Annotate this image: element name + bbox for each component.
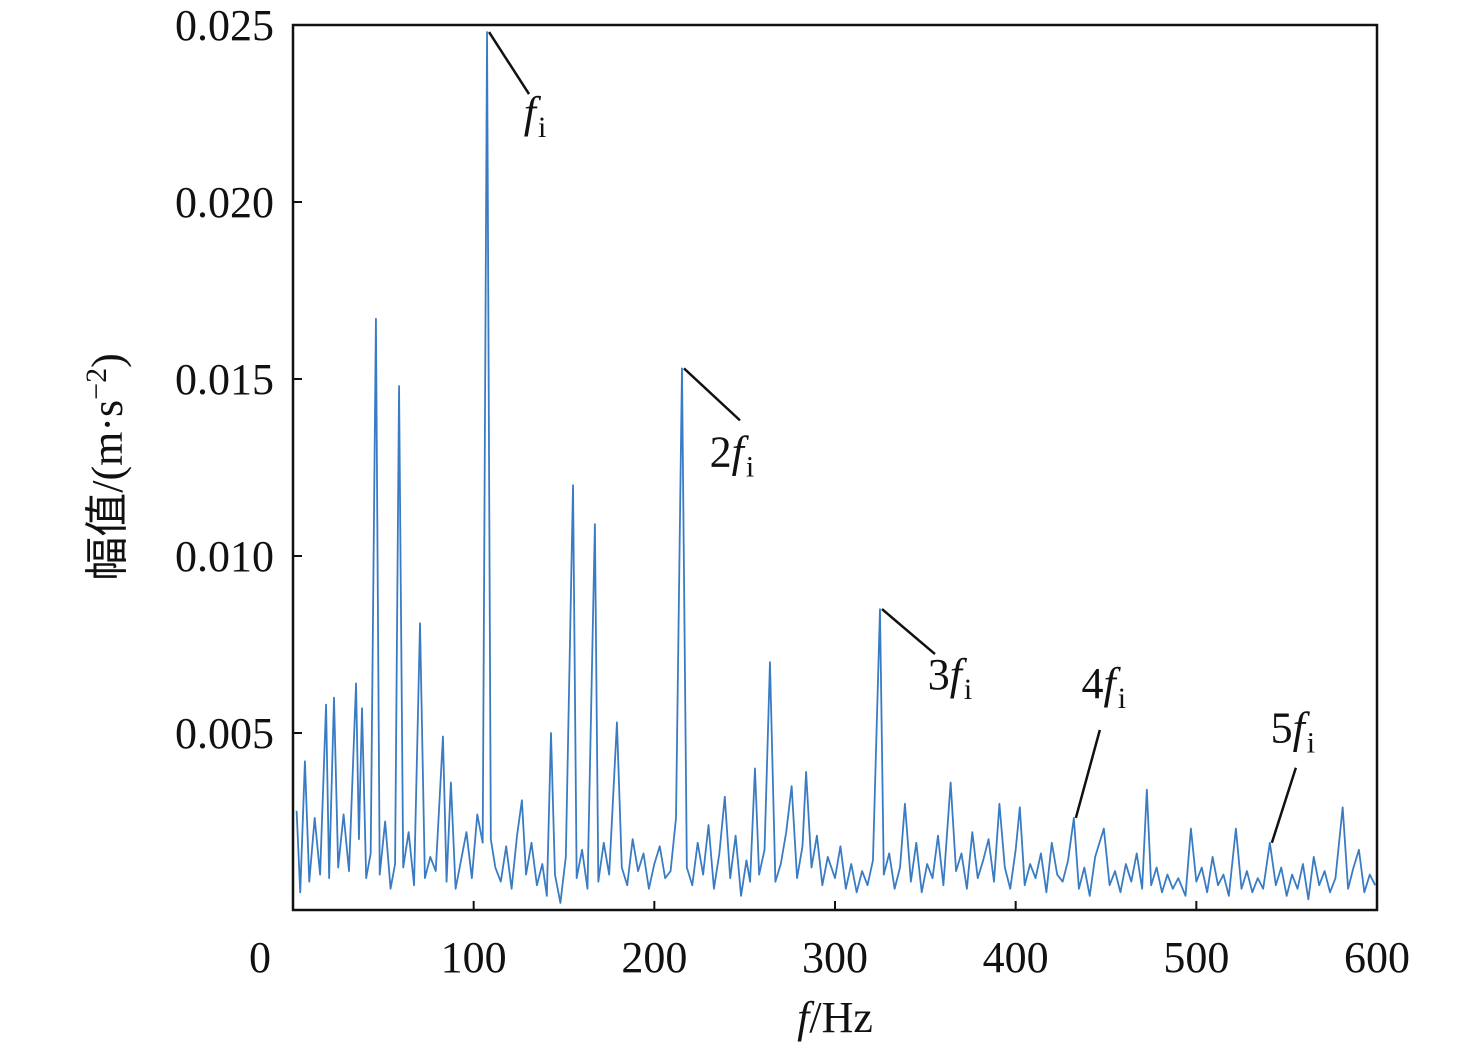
annotation-coefficient: 5 <box>1271 704 1293 753</box>
annotation-subscript: i <box>1307 727 1315 760</box>
annotation-coefficient: 4 <box>1082 659 1104 708</box>
annotation-coefficient: 2 <box>710 427 732 476</box>
annotation-label: 3fi <box>928 650 973 706</box>
y-tick-label: 0.015 <box>175 355 274 404</box>
x-tick-label: 100 <box>441 933 507 982</box>
annotation-coefficient: 3 <box>928 650 950 699</box>
annotation-leader <box>487 31 531 95</box>
y-axis-label: 幅值/(m·s−2) <box>80 353 132 580</box>
x-tick-label: 400 <box>983 933 1049 982</box>
annotation-label: 4fi <box>1082 659 1127 715</box>
annotation-leader <box>881 608 936 656</box>
x-axis-label: f/Hz <box>797 993 873 1042</box>
x-label-unit: /Hz <box>809 993 873 1042</box>
annotation-leader <box>1074 729 1102 819</box>
y-tick-label: 0.020 <box>175 178 274 227</box>
y-tick-label: 0.010 <box>175 532 274 581</box>
x-tick-label: 200 <box>621 933 687 982</box>
annotation-leader <box>683 367 741 422</box>
annotation-subscript: i <box>538 111 546 144</box>
x-tick-label: 600 <box>1344 933 1410 982</box>
y-label-end: ) <box>83 353 132 368</box>
annotation-subscript: i <box>746 450 754 483</box>
plot-frame <box>291 23 1379 912</box>
annotation-label: 5fi <box>1271 704 1316 760</box>
x-tick-label: 0 <box>249 933 271 982</box>
x-tick-label: 500 <box>1163 933 1229 982</box>
annotation-label: 2fi <box>710 427 755 483</box>
x-tick-label: 300 <box>802 933 868 982</box>
y-label-text: 幅值/(m·s <box>83 400 132 581</box>
annotation-label: fi <box>524 88 547 144</box>
y-tick-label: 0.025 <box>175 1 274 50</box>
annotation-subscript: i <box>1118 682 1126 715</box>
annotation-leader <box>1270 767 1298 844</box>
spectrum-line <box>295 31 1376 904</box>
y-label-sup: −2 <box>80 368 113 400</box>
y-tick-label: 0.005 <box>175 709 274 758</box>
annotation-subscript: i <box>964 673 972 706</box>
